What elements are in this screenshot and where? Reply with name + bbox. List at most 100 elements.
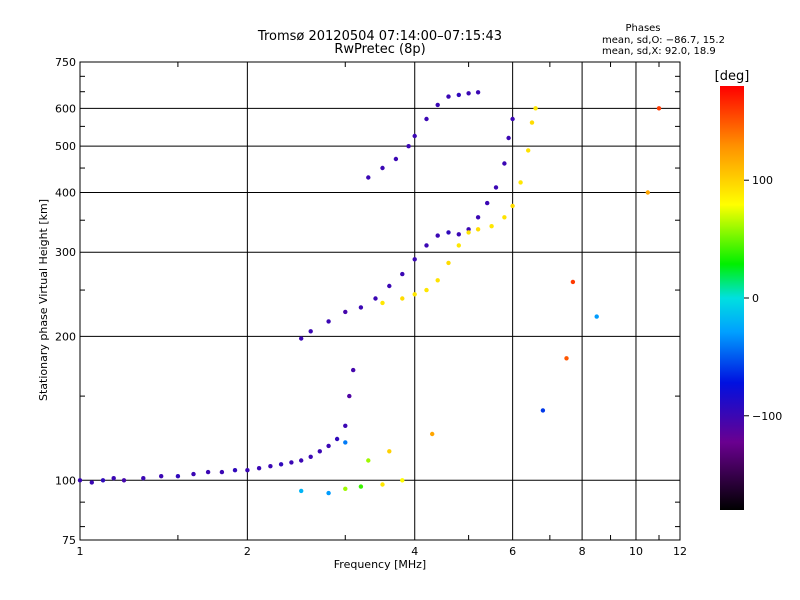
colorbar-tick-label: 0 (752, 292, 759, 305)
data-point (387, 283, 392, 289)
data-point (406, 144, 411, 149)
data-point (533, 106, 538, 111)
data-point (317, 449, 322, 454)
data-point (400, 478, 405, 483)
data-point (278, 462, 284, 467)
x-tick-label: 4 (411, 545, 418, 558)
chart-title: Tromsø 20120504 07:14:00–07:15:43 (257, 29, 502, 44)
colorbar-tick-label: −100 (752, 410, 782, 423)
data-point (446, 94, 451, 99)
data-point (351, 367, 356, 373)
data-point (489, 224, 494, 229)
stats-line-x: mean, sd,X: 92.0, 18.9 (602, 46, 716, 57)
data-point (175, 474, 181, 479)
x-tick-labels: 1 2 4 6 8 10 12 (77, 545, 688, 558)
grid-lines (80, 62, 680, 540)
data-point (506, 135, 511, 141)
data-point (400, 271, 405, 277)
data-point (424, 116, 429, 122)
data-point (564, 356, 569, 361)
data-point (502, 161, 507, 166)
data-point (424, 243, 429, 248)
chart-subtitle: RwPretec (8p) (334, 42, 425, 57)
data-point (526, 148, 531, 153)
data-point (380, 165, 385, 171)
data-point (475, 90, 481, 95)
data-point (268, 464, 273, 469)
data-point (326, 319, 331, 324)
y-tick-label: 75 (62, 534, 76, 547)
data-point (343, 423, 348, 428)
data-point (343, 486, 348, 491)
data-point (540, 408, 546, 413)
data-point (343, 309, 348, 315)
data-point (380, 300, 385, 306)
x-tick-label: 10 (629, 545, 643, 558)
data-point (475, 227, 481, 232)
data-point (466, 230, 471, 235)
data-point (343, 440, 348, 445)
data-point (412, 292, 417, 297)
data-point (121, 478, 127, 483)
data-point (308, 454, 313, 459)
x-tick-label: 1 (77, 545, 84, 558)
y-tick-label: 200 (55, 330, 76, 343)
data-point (456, 92, 461, 98)
data-point (373, 296, 378, 301)
data-point (656, 106, 662, 111)
data-point (400, 296, 405, 301)
data-point (111, 476, 116, 481)
data-point (518, 180, 523, 185)
data-point (205, 469, 211, 475)
data-point (256, 466, 262, 471)
data-point (299, 458, 304, 463)
data-point (510, 203, 515, 209)
y-tick-label: 600 (55, 102, 76, 115)
data-point (412, 133, 417, 139)
data-point (141, 476, 146, 481)
data-point (412, 257, 417, 262)
data-point (191, 471, 196, 477)
colorbar-gradient (720, 86, 744, 510)
data-point (435, 233, 440, 238)
data-point (645, 190, 650, 195)
colorbar: [deg] 100 0 −100 (715, 69, 782, 510)
data-point (380, 482, 385, 487)
colorbar-label: [deg] (715, 69, 750, 84)
data-point (570, 279, 576, 285)
data-point (289, 460, 294, 465)
data-point (366, 458, 371, 463)
x-tick-label: 12 (673, 545, 687, 558)
data-point (456, 243, 461, 248)
data-point (466, 227, 471, 232)
x-tick-label: 2 (244, 545, 251, 558)
data-point (493, 185, 499, 190)
data-point (232, 468, 238, 473)
data-points (77, 90, 662, 496)
data-point (358, 484, 364, 489)
data-point (299, 488, 304, 494)
y-tick-label: 500 (55, 140, 76, 153)
data-point (594, 314, 599, 319)
data-point (77, 478, 83, 483)
y-tick-label: 750 (55, 56, 76, 69)
stats-line-o: mean, sd,O: −86.7, 15.2 (602, 35, 725, 46)
data-point (435, 278, 440, 283)
data-point (299, 336, 304, 341)
data-point (159, 474, 164, 479)
plot-frame (79, 61, 681, 541)
y-tick-label: 300 (55, 246, 76, 259)
data-point (430, 431, 435, 437)
data-point (529, 120, 535, 125)
data-point (308, 329, 313, 334)
data-point (100, 478, 106, 483)
x-tick-label: 6 (509, 545, 516, 558)
data-point (366, 175, 371, 180)
data-point (424, 287, 429, 293)
data-point (446, 260, 451, 266)
x-axis-label: Frequency [MHz] (334, 558, 426, 571)
data-point (475, 215, 481, 220)
y-tick-label: 400 (55, 186, 76, 199)
